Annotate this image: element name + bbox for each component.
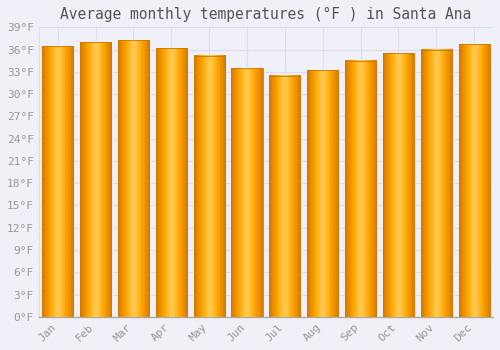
Title: Average monthly temperatures (°F ) in Santa Ana: Average monthly temperatures (°F ) in Sa…	[60, 7, 472, 22]
Bar	[345, 61, 376, 317]
Bar	[458, 44, 490, 317]
Bar	[421, 50, 452, 317]
Bar	[42, 46, 74, 317]
Bar	[270, 76, 300, 317]
Bar	[383, 53, 414, 317]
Bar	[307, 70, 338, 317]
Bar	[80, 42, 111, 317]
Bar	[156, 48, 187, 317]
Bar	[232, 68, 262, 317]
Bar	[194, 56, 224, 317]
Bar	[118, 40, 149, 317]
